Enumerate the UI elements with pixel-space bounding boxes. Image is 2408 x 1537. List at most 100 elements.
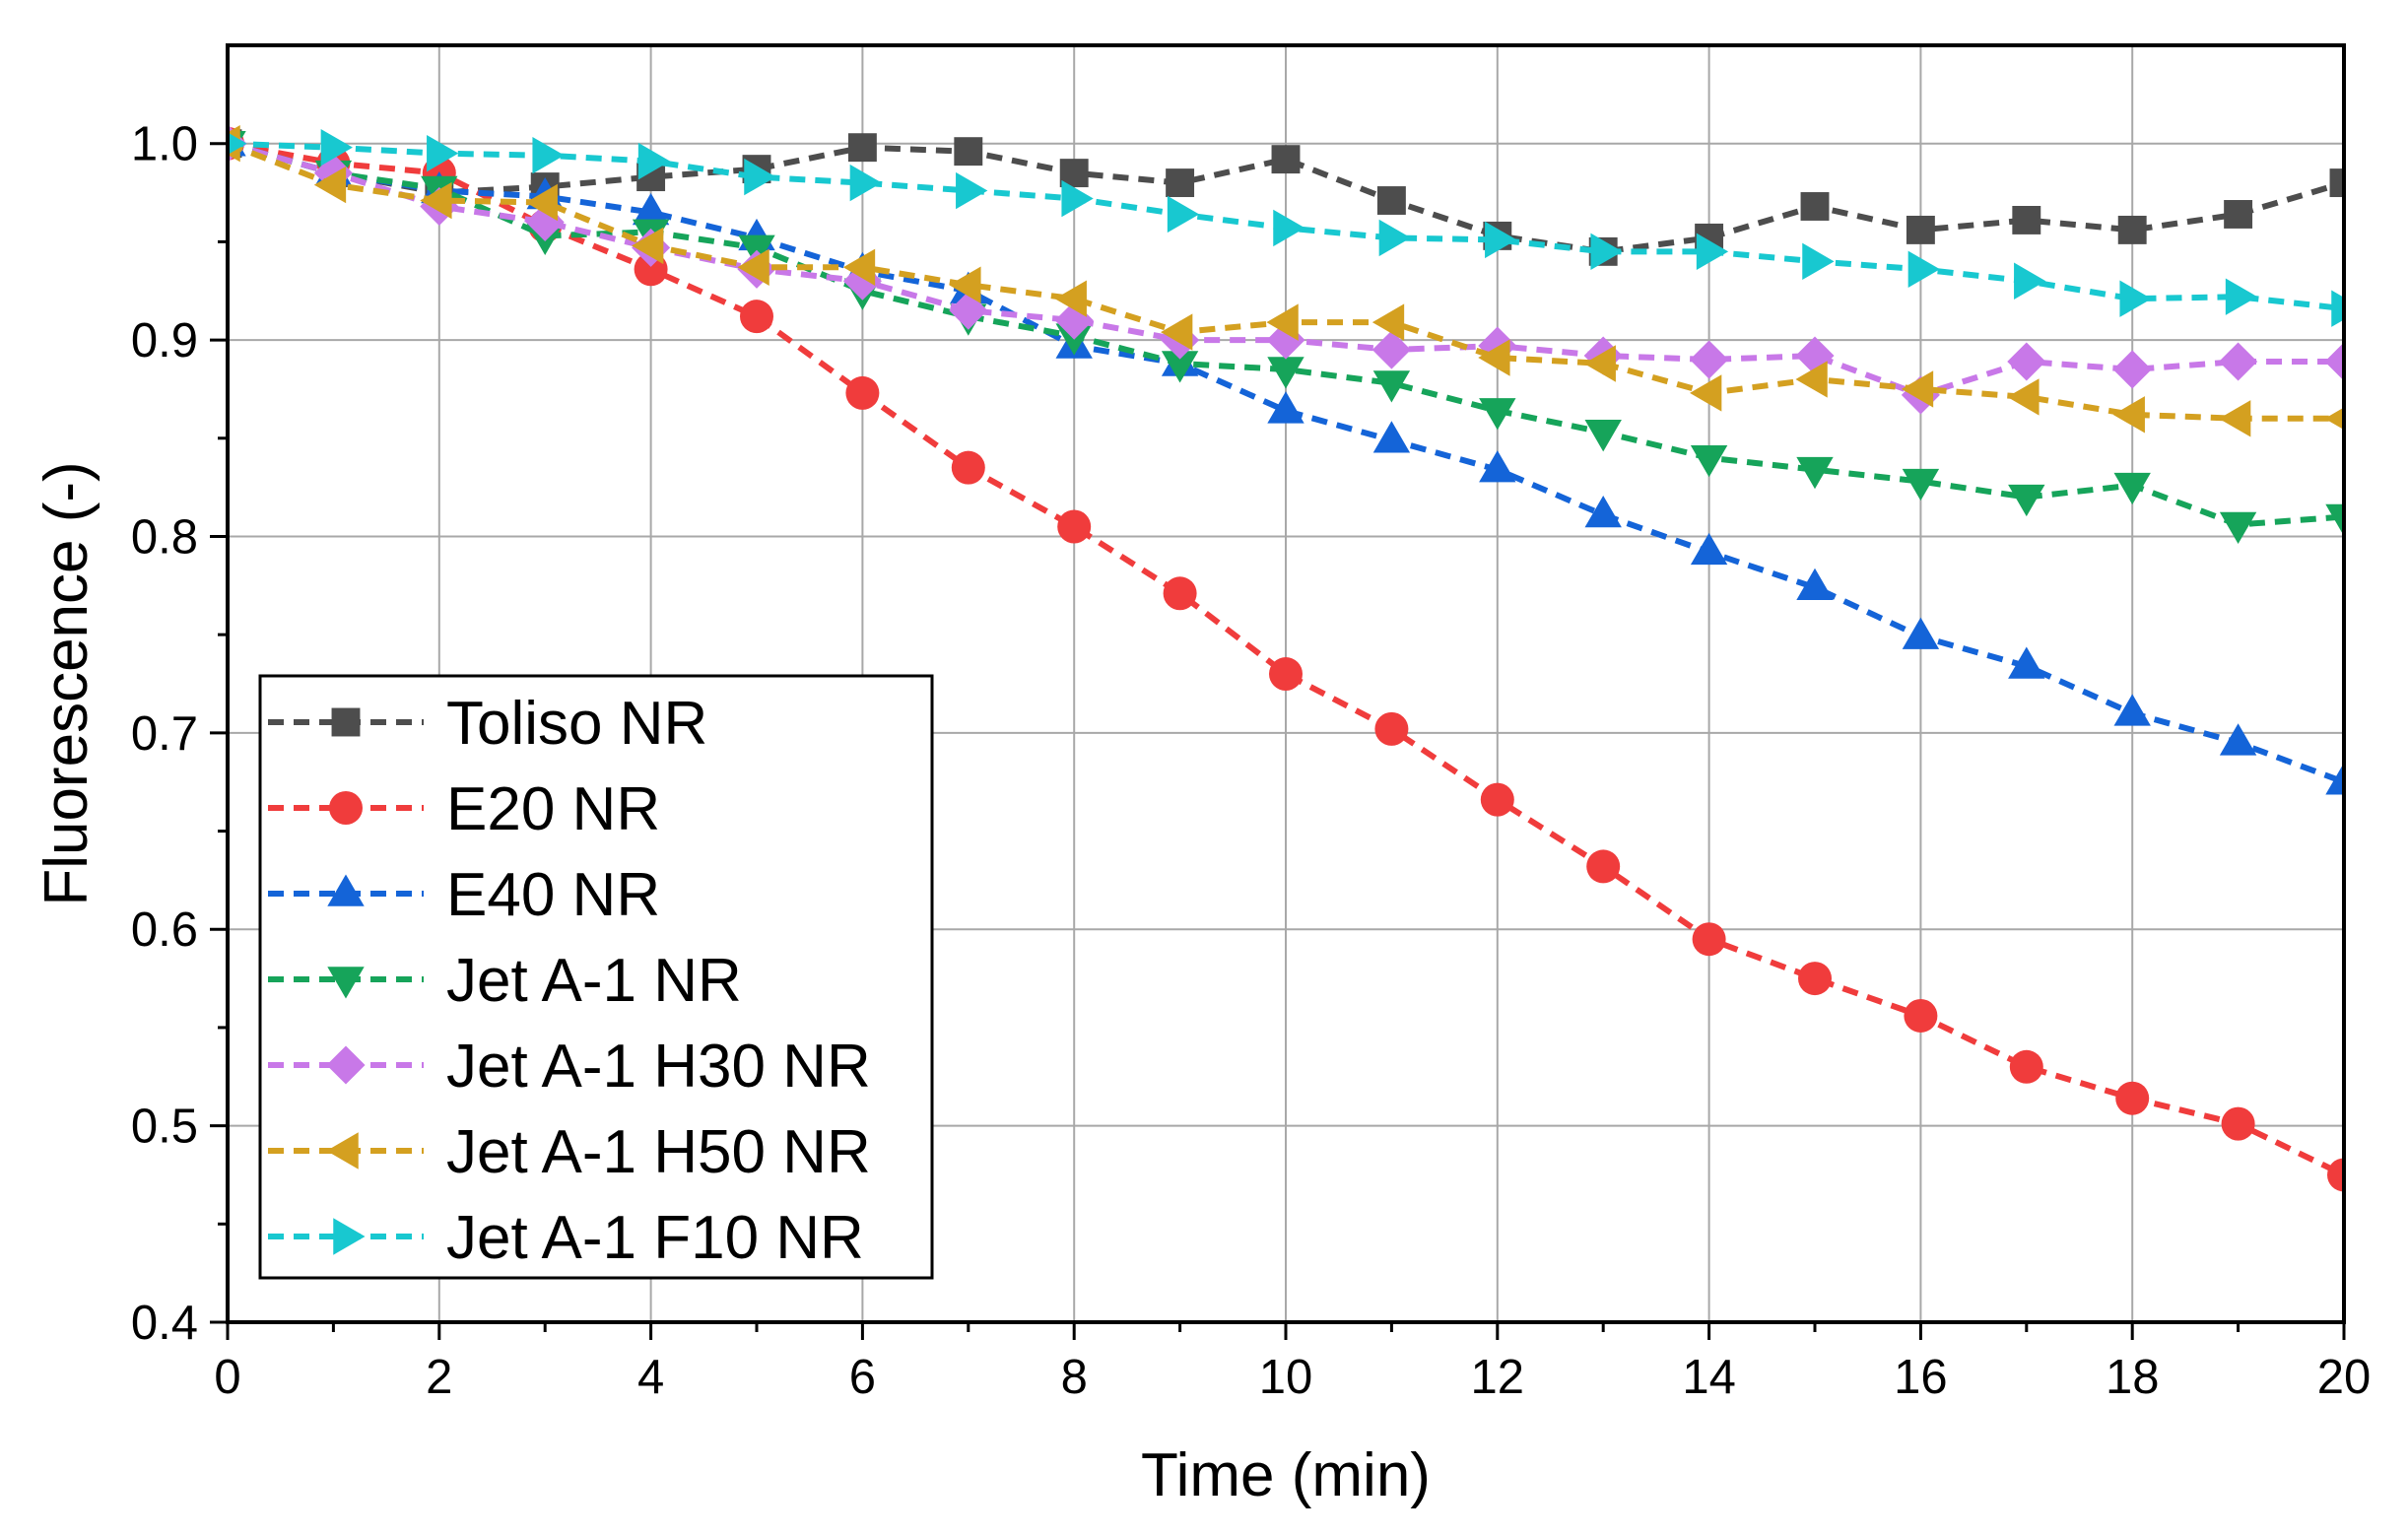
data-point	[1485, 221, 1517, 259]
series-jet-a-1-h50-nr	[228, 124, 2344, 437]
y-tick-label: 1.0	[131, 118, 198, 171]
data-point	[2219, 723, 2257, 756]
data-point	[1690, 444, 1728, 478]
data-point	[1376, 186, 1406, 215]
data-point	[1273, 209, 1305, 247]
x-tick-label: 20	[2317, 1351, 2372, 1404]
legend-label: Toliso NR	[446, 690, 707, 758]
y-tick-label: 0.4	[131, 1297, 198, 1350]
legend-label: E20 NR	[446, 775, 660, 843]
data-point	[228, 132, 247, 156]
data-point	[1161, 313, 1193, 351]
y-tick-label: 0.6	[131, 903, 198, 957]
data-point	[1378, 219, 1411, 257]
data-point	[1371, 303, 1405, 341]
data-point	[313, 166, 347, 204]
data-point	[2327, 1158, 2344, 1192]
data-point	[1690, 532, 1728, 566]
data-point	[1795, 336, 1835, 375]
data-point	[949, 266, 981, 303]
legend-item: E20 NR	[268, 775, 660, 843]
data-point	[845, 375, 880, 410]
data-point	[1057, 509, 1092, 544]
data-point	[1690, 374, 1722, 412]
data-point	[320, 128, 353, 167]
data-point	[1795, 361, 1828, 398]
data-point	[1796, 568, 1834, 601]
y-tick-label: 0.7	[131, 707, 198, 761]
series-line	[228, 140, 2344, 785]
data-point	[1690, 340, 1729, 379]
data-point	[525, 183, 558, 222]
data-point	[847, 133, 877, 163]
data-point	[2219, 342, 2258, 381]
data-point	[951, 450, 985, 485]
data-point	[2008, 484, 2045, 517]
legend-marker	[327, 874, 365, 906]
data-point	[849, 164, 882, 202]
legend-marker	[333, 1218, 366, 1255]
y-tick-label: 0.5	[131, 1101, 198, 1154]
data-point	[1267, 391, 1304, 424]
data-point	[2113, 472, 2151, 505]
data-point	[1590, 233, 1623, 271]
data-point	[1161, 351, 1199, 383]
data-point	[2221, 1106, 2255, 1141]
data-point	[420, 181, 452, 220]
legend-item: Jet A-1 F10 NR	[268, 1204, 864, 1272]
data-point	[1374, 711, 1409, 746]
data-point	[1271, 145, 1301, 174]
data-point	[532, 136, 565, 174]
legend-label: Jet A-1 F10 NR	[446, 1204, 864, 1272]
x-tick-label: 2	[426, 1351, 452, 1404]
data-point	[740, 300, 773, 334]
data-point	[2219, 400, 2251, 437]
data-point	[2115, 1081, 2150, 1115]
data-point	[1054, 280, 1087, 317]
data-point	[1907, 250, 1940, 288]
legend-marker	[331, 707, 361, 737]
legend-item: Jet A-1 NR	[268, 947, 742, 1015]
data-point	[1800, 192, 1830, 221]
y-tick-label: 0.8	[131, 510, 198, 564]
data-point	[1480, 782, 1514, 817]
data-point	[1372, 421, 1411, 453]
data-point	[427, 134, 459, 172]
legend-marker	[329, 791, 363, 825]
data-point	[2329, 168, 2344, 198]
data-point	[1479, 398, 1516, 431]
legend-label: Jet A-1 H50 NR	[446, 1118, 871, 1186]
data-point	[1798, 962, 1832, 996]
data-point	[1692, 922, 1726, 957]
data-point	[2113, 694, 2151, 726]
data-point	[1796, 456, 1834, 490]
data-point	[632, 192, 670, 226]
legend-item: Toliso NR	[268, 690, 707, 758]
data-point	[1901, 370, 1934, 408]
data-point	[2012, 206, 2041, 234]
data-point	[2331, 290, 2344, 327]
x-tick-label: 18	[2106, 1351, 2160, 1404]
data-point	[1902, 468, 1940, 501]
data-point	[1586, 849, 1621, 884]
legend-label: Jet A-1 H30 NR	[446, 1033, 871, 1101]
data-point	[2219, 511, 2257, 545]
series-jet-a-1-f10-nr	[228, 128, 2344, 327]
x-tick-label: 12	[1471, 1351, 1525, 1404]
data-point	[1266, 320, 1305, 360]
data-point	[632, 227, 664, 265]
data-point	[2119, 280, 2152, 317]
x-tick-label: 6	[849, 1351, 876, 1404]
data-point	[2325, 763, 2344, 795]
data-point	[2324, 342, 2344, 381]
data-point	[2225, 278, 2258, 315]
series-layer	[228, 124, 2344, 1192]
data-point	[2008, 646, 2045, 679]
x-tick-label: 14	[1682, 1351, 1736, 1404]
series-line	[228, 140, 2344, 1178]
data-point	[2117, 215, 2147, 244]
data-point	[1479, 450, 1516, 483]
data-point	[2009, 1049, 2043, 1084]
data-point	[1902, 617, 1940, 649]
